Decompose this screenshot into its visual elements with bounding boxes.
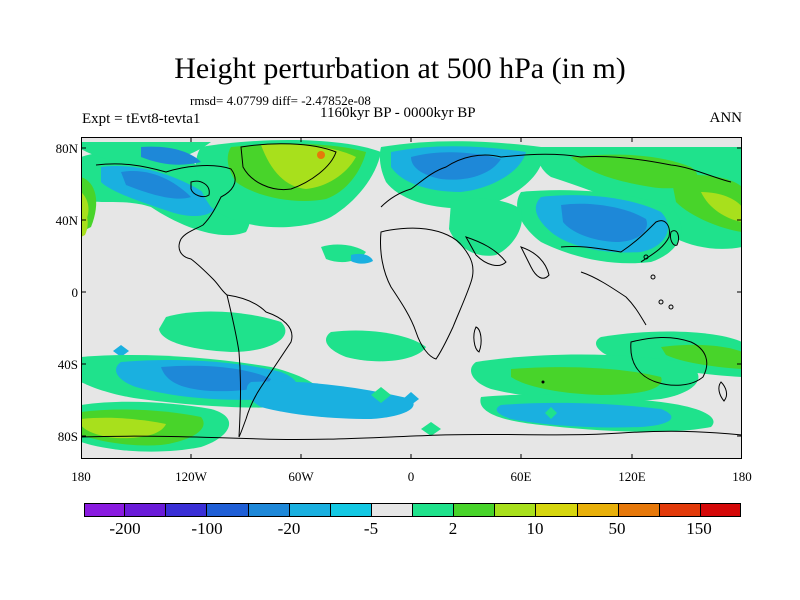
field-patches-tropics [113, 311, 742, 377]
colorbar-label-7: 150 [686, 519, 712, 538]
experiment-label: Expt = tEvt8-tevta1 [82, 111, 201, 127]
colorbar-swatch-7 [370, 503, 412, 517]
coastline-southeast-asia [580, 271, 647, 326]
colorbar-swatch-8 [412, 503, 454, 517]
field-patches-south [81, 354, 714, 452]
colorbar-swatch-4 [247, 503, 289, 517]
coastline-australia [630, 337, 708, 386]
colorbar-swatch-3 [206, 503, 248, 517]
coastline-africa [380, 227, 474, 360]
lat-label-0: 0 [71, 285, 79, 300]
lon-label-180-west: 180 [71, 469, 91, 484]
lon-label-60e: 60E [510, 469, 532, 484]
colorbar-swatch-0 [84, 503, 125, 517]
colorbar-label-2: -20 [277, 519, 301, 538]
period-label: 1160kyr BP - 0000kyr BP [320, 105, 476, 121]
season-label: ANN [709, 110, 743, 126]
small-islands [541, 254, 674, 384]
colorbar-swatch-12 [576, 503, 618, 517]
lon-label-120e: 120E [618, 469, 646, 484]
lat-label-80s: 80S [57, 429, 78, 444]
lon-label-120w: 120W [175, 469, 207, 484]
coastline-india [520, 246, 550, 279]
colorbar-swatch-9 [453, 503, 495, 517]
lon-label-0: 0 [407, 469, 415, 484]
coastline-arabia [464, 236, 507, 266]
field-patches-north [81, 140, 742, 264]
coastline-north-america [95, 163, 236, 296]
colorbar-label-0: -200 [109, 519, 141, 538]
map-panel [81, 137, 742, 459]
colorbar-swatch-11 [535, 503, 577, 517]
lat-label-40n: 40N [55, 213, 78, 228]
colorbar-label-5: 10 [526, 519, 544, 538]
coastline-new-zealand [718, 381, 728, 402]
coastline-japan [670, 230, 680, 246]
colorbar-label-6: 50 [608, 519, 626, 538]
lat-label-40s: 40S [57, 357, 78, 372]
colorbar-swatch-13 [617, 503, 659, 517]
colorbar-swatch-5 [288, 503, 330, 517]
coastline-east-asia [560, 220, 670, 263]
colorbar-swatch-15 [699, 503, 741, 517]
coastline-south-america-west [226, 294, 241, 438]
colorbar-label-1: -100 [191, 519, 223, 538]
coastline-europe [380, 153, 732, 208]
coastline-hudson-bay [190, 180, 210, 198]
colorbar [84, 503, 741, 517]
colorbar-swatch-10 [494, 503, 536, 517]
coastline-greenland [240, 143, 337, 191]
lon-label-60w: 60W [288, 469, 314, 484]
coastline-south-america [226, 294, 293, 438]
lat-label-80n: 80N [55, 141, 78, 156]
coastlines [81, 143, 742, 441]
plot-title: Height perturbation at 500 hPa (in m) [174, 52, 626, 85]
colorbar-swatch-2 [165, 503, 207, 517]
axis-ticks [81, 137, 742, 459]
colorbar-swatch-1 [124, 503, 166, 517]
stats-line: rmsd= 4.07799 diff= -2.47852e-08 [190, 93, 371, 108]
colorbar-label-4: 2 [448, 519, 458, 538]
colorbar-swatch-6 [329, 503, 371, 517]
lon-label-180-east: 180 [732, 469, 752, 484]
coastline-antarctica [81, 430, 742, 441]
colorbar-label-3: -5 [363, 519, 379, 538]
coastline-madagascar [473, 326, 482, 353]
colorbar-swatch-14 [658, 503, 700, 517]
